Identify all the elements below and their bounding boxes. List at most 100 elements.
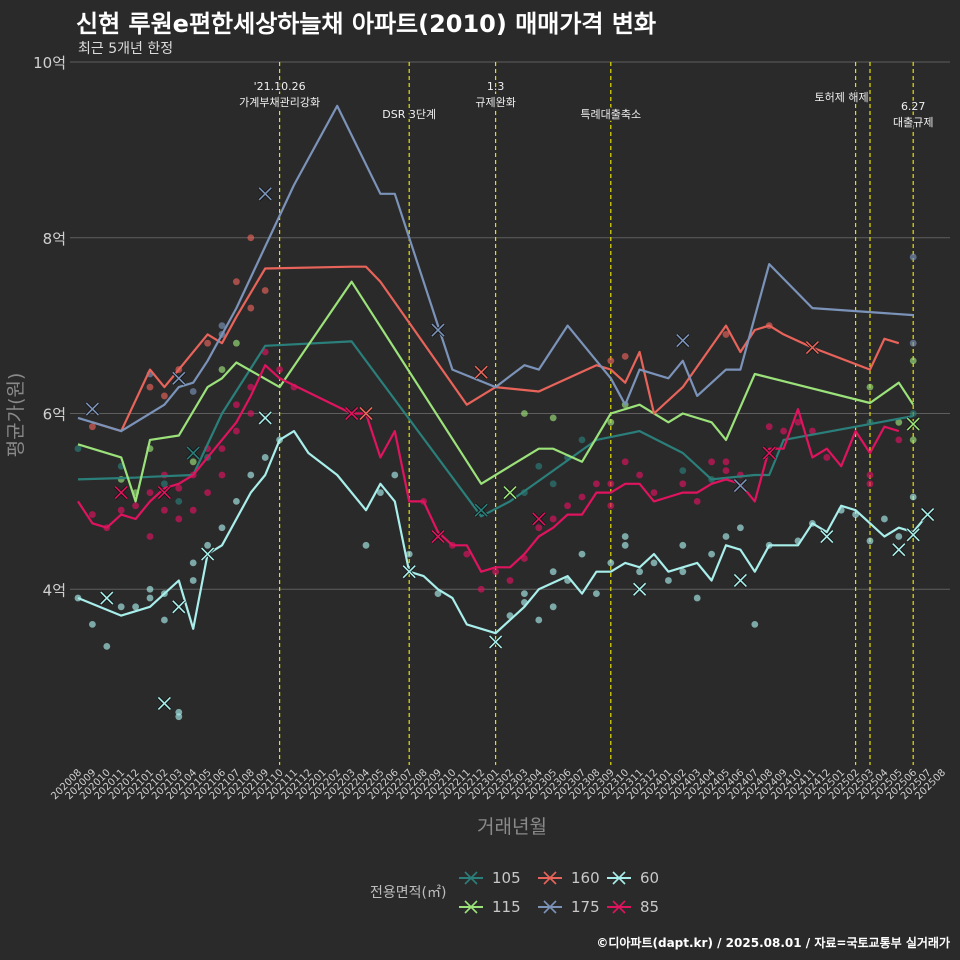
data-point xyxy=(578,436,586,444)
data-point xyxy=(679,467,687,475)
data-point xyxy=(607,502,615,510)
data-point xyxy=(492,568,499,576)
data-point xyxy=(132,502,140,510)
data-point xyxy=(132,603,140,611)
event-annotation: 1.3 xyxy=(487,80,505,93)
data-point xyxy=(521,590,528,598)
data-point xyxy=(233,339,240,347)
data-point xyxy=(218,322,226,330)
event-annotation: 규제완화 xyxy=(475,96,515,109)
event-annotation: 대출규제 xyxy=(893,116,933,129)
data-point xyxy=(146,533,154,540)
data-point xyxy=(189,577,197,584)
data-point xyxy=(189,388,197,395)
data-point xyxy=(391,471,399,479)
cross-marker xyxy=(762,446,776,460)
data-point xyxy=(895,436,903,444)
data-point xyxy=(737,524,744,532)
cross-marker xyxy=(474,365,488,379)
data-point xyxy=(751,621,759,628)
data-point xyxy=(549,568,557,576)
legend-key-icon xyxy=(459,900,483,914)
data-point xyxy=(535,524,543,532)
cross-marker xyxy=(805,341,819,355)
data-point xyxy=(117,506,125,514)
data-point xyxy=(650,559,658,567)
data-point xyxy=(117,603,125,611)
data-point xyxy=(909,357,917,365)
data-point xyxy=(636,568,643,576)
legend-key-icon xyxy=(538,871,562,885)
cross-marker xyxy=(633,582,647,596)
data-point xyxy=(89,621,96,628)
cross-marker xyxy=(820,529,834,544)
data-point xyxy=(593,590,600,598)
cross-marker xyxy=(157,696,171,711)
cross-marker xyxy=(431,323,445,337)
data-point xyxy=(146,383,154,391)
data-point xyxy=(247,304,255,312)
data-point xyxy=(665,577,672,584)
data-point xyxy=(74,445,82,453)
legend-item-60: 60 xyxy=(606,868,659,888)
legend-key-icon xyxy=(538,900,562,914)
data-point xyxy=(621,533,629,540)
data-point xyxy=(175,515,183,523)
data-point xyxy=(189,458,197,466)
cross-marker xyxy=(431,529,445,544)
chart-subtitle: 최근 5개년 한정 xyxy=(78,41,174,57)
series-line-160 xyxy=(92,265,900,433)
cross-marker xyxy=(402,565,416,579)
data-point xyxy=(722,467,730,475)
data-point xyxy=(909,493,917,501)
data-point xyxy=(146,489,154,496)
data-point xyxy=(578,550,586,558)
data-point xyxy=(909,339,917,347)
data-point xyxy=(535,462,543,470)
cross-marker xyxy=(186,446,200,460)
cross-marker xyxy=(100,591,114,605)
data-point xyxy=(189,506,197,514)
data-point xyxy=(549,515,557,523)
data-point xyxy=(895,533,903,540)
data-point xyxy=(218,524,226,532)
event-annotation: DSR 3단계 xyxy=(382,108,436,121)
cross-marker xyxy=(157,486,171,500)
data-point xyxy=(693,497,701,505)
data-point xyxy=(521,410,528,417)
data-point xyxy=(233,278,240,286)
y-tick-label: 8억 xyxy=(43,230,66,248)
data-point xyxy=(89,423,96,431)
data-point xyxy=(607,480,615,488)
data-point xyxy=(866,471,874,479)
legend-item-115: 115 xyxy=(458,897,521,917)
cross-marker xyxy=(172,600,186,614)
event-annotation: 6.27 xyxy=(901,100,926,113)
data-point xyxy=(247,410,255,417)
event-annotation: 토허제 해제 xyxy=(815,90,869,104)
data-point xyxy=(693,594,701,602)
data-point xyxy=(909,436,917,444)
cross-marker xyxy=(733,478,747,493)
data-point xyxy=(218,471,226,479)
data-point xyxy=(535,616,543,624)
data-point xyxy=(218,445,226,453)
data-point xyxy=(866,480,874,488)
data-point xyxy=(247,471,255,479)
cross-marker xyxy=(921,507,935,522)
x-axis-title: 거래년월 xyxy=(477,816,547,838)
data-point xyxy=(780,427,787,435)
data-point xyxy=(218,366,226,373)
legend-item-175: 175 xyxy=(537,897,600,917)
data-point xyxy=(881,515,888,523)
y-tick-label: 4억 xyxy=(43,581,66,599)
data-point xyxy=(261,287,269,294)
legend-label: 115 xyxy=(492,898,521,916)
cross-marker xyxy=(172,371,186,385)
data-point xyxy=(909,410,917,417)
data-point xyxy=(233,497,240,505)
data-point xyxy=(607,418,615,426)
cross-marker xyxy=(201,547,215,561)
legend-item-160: 160 xyxy=(537,868,600,888)
